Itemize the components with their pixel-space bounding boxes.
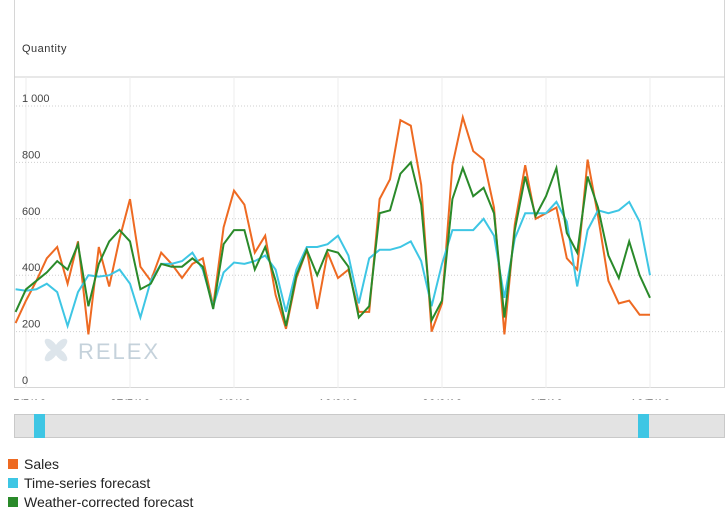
watermark-text: RELEX bbox=[78, 339, 160, 364]
legend-item[interactable]: Time-series forecast bbox=[8, 473, 193, 492]
series-line-time-series-forecast bbox=[15, 200, 651, 330]
legend-swatch bbox=[8, 496, 18, 507]
legend-item[interactable]: Weather-corrected forecast bbox=[8, 492, 193, 511]
y-tick-label: 400 bbox=[22, 262, 40, 274]
series-line-sales bbox=[14, 113, 650, 335]
series-group bbox=[14, 113, 651, 335]
y-tick-label: 600 bbox=[22, 206, 40, 218]
x-tick-label: 6/6/16 bbox=[217, 397, 251, 400]
x-tick-label: 17/5/16 bbox=[6, 397, 46, 400]
navigator-right-handle[interactable] bbox=[638, 414, 650, 438]
y-tick-label: 200 bbox=[22, 319, 40, 331]
watermark-petal bbox=[54, 348, 68, 362]
watermark-petal bbox=[44, 348, 58, 362]
y-tick-label: 1 000 bbox=[22, 93, 50, 105]
legend-label: Sales bbox=[24, 455, 60, 472]
y-tick-label: 0 bbox=[22, 375, 28, 387]
series-line-weather-corrected-forecast bbox=[14, 160, 651, 327]
range-navigator[interactable] bbox=[14, 414, 725, 438]
watermark-petal bbox=[44, 338, 58, 352]
x-tick-label: 16/7/16 bbox=[630, 397, 670, 400]
legend-label: Weather-corrected forecast bbox=[24, 493, 194, 510]
legend-swatch bbox=[8, 458, 18, 469]
x-tick-label: 16/6/16 bbox=[318, 397, 358, 400]
watermark-logo bbox=[44, 338, 68, 362]
watermark-petal bbox=[54, 338, 68, 352]
legend-swatch bbox=[8, 477, 18, 488]
chart-canvas: Quantity 0 200 400 600 800 1 000 RELEX 17/5/16 27… bbox=[6, 43, 725, 400]
x-tick-label: 26/6/16 bbox=[422, 397, 462, 400]
legend-item[interactable]: Sales bbox=[8, 454, 193, 473]
y-axis-title: Quantity bbox=[22, 43, 67, 55]
navigator-left-handle[interactable] bbox=[33, 414, 45, 438]
legend-label: Time-series forecast bbox=[24, 474, 151, 491]
x-tick-label: 27/5/16 bbox=[110, 397, 150, 400]
y-tick-label: 800 bbox=[22, 149, 40, 161]
chart-frame bbox=[14, 0, 725, 388]
legend: Sales Time-series forecast Weather-correct… bbox=[8, 454, 193, 511]
x-tick-label: 6/7/16 bbox=[529, 397, 563, 400]
